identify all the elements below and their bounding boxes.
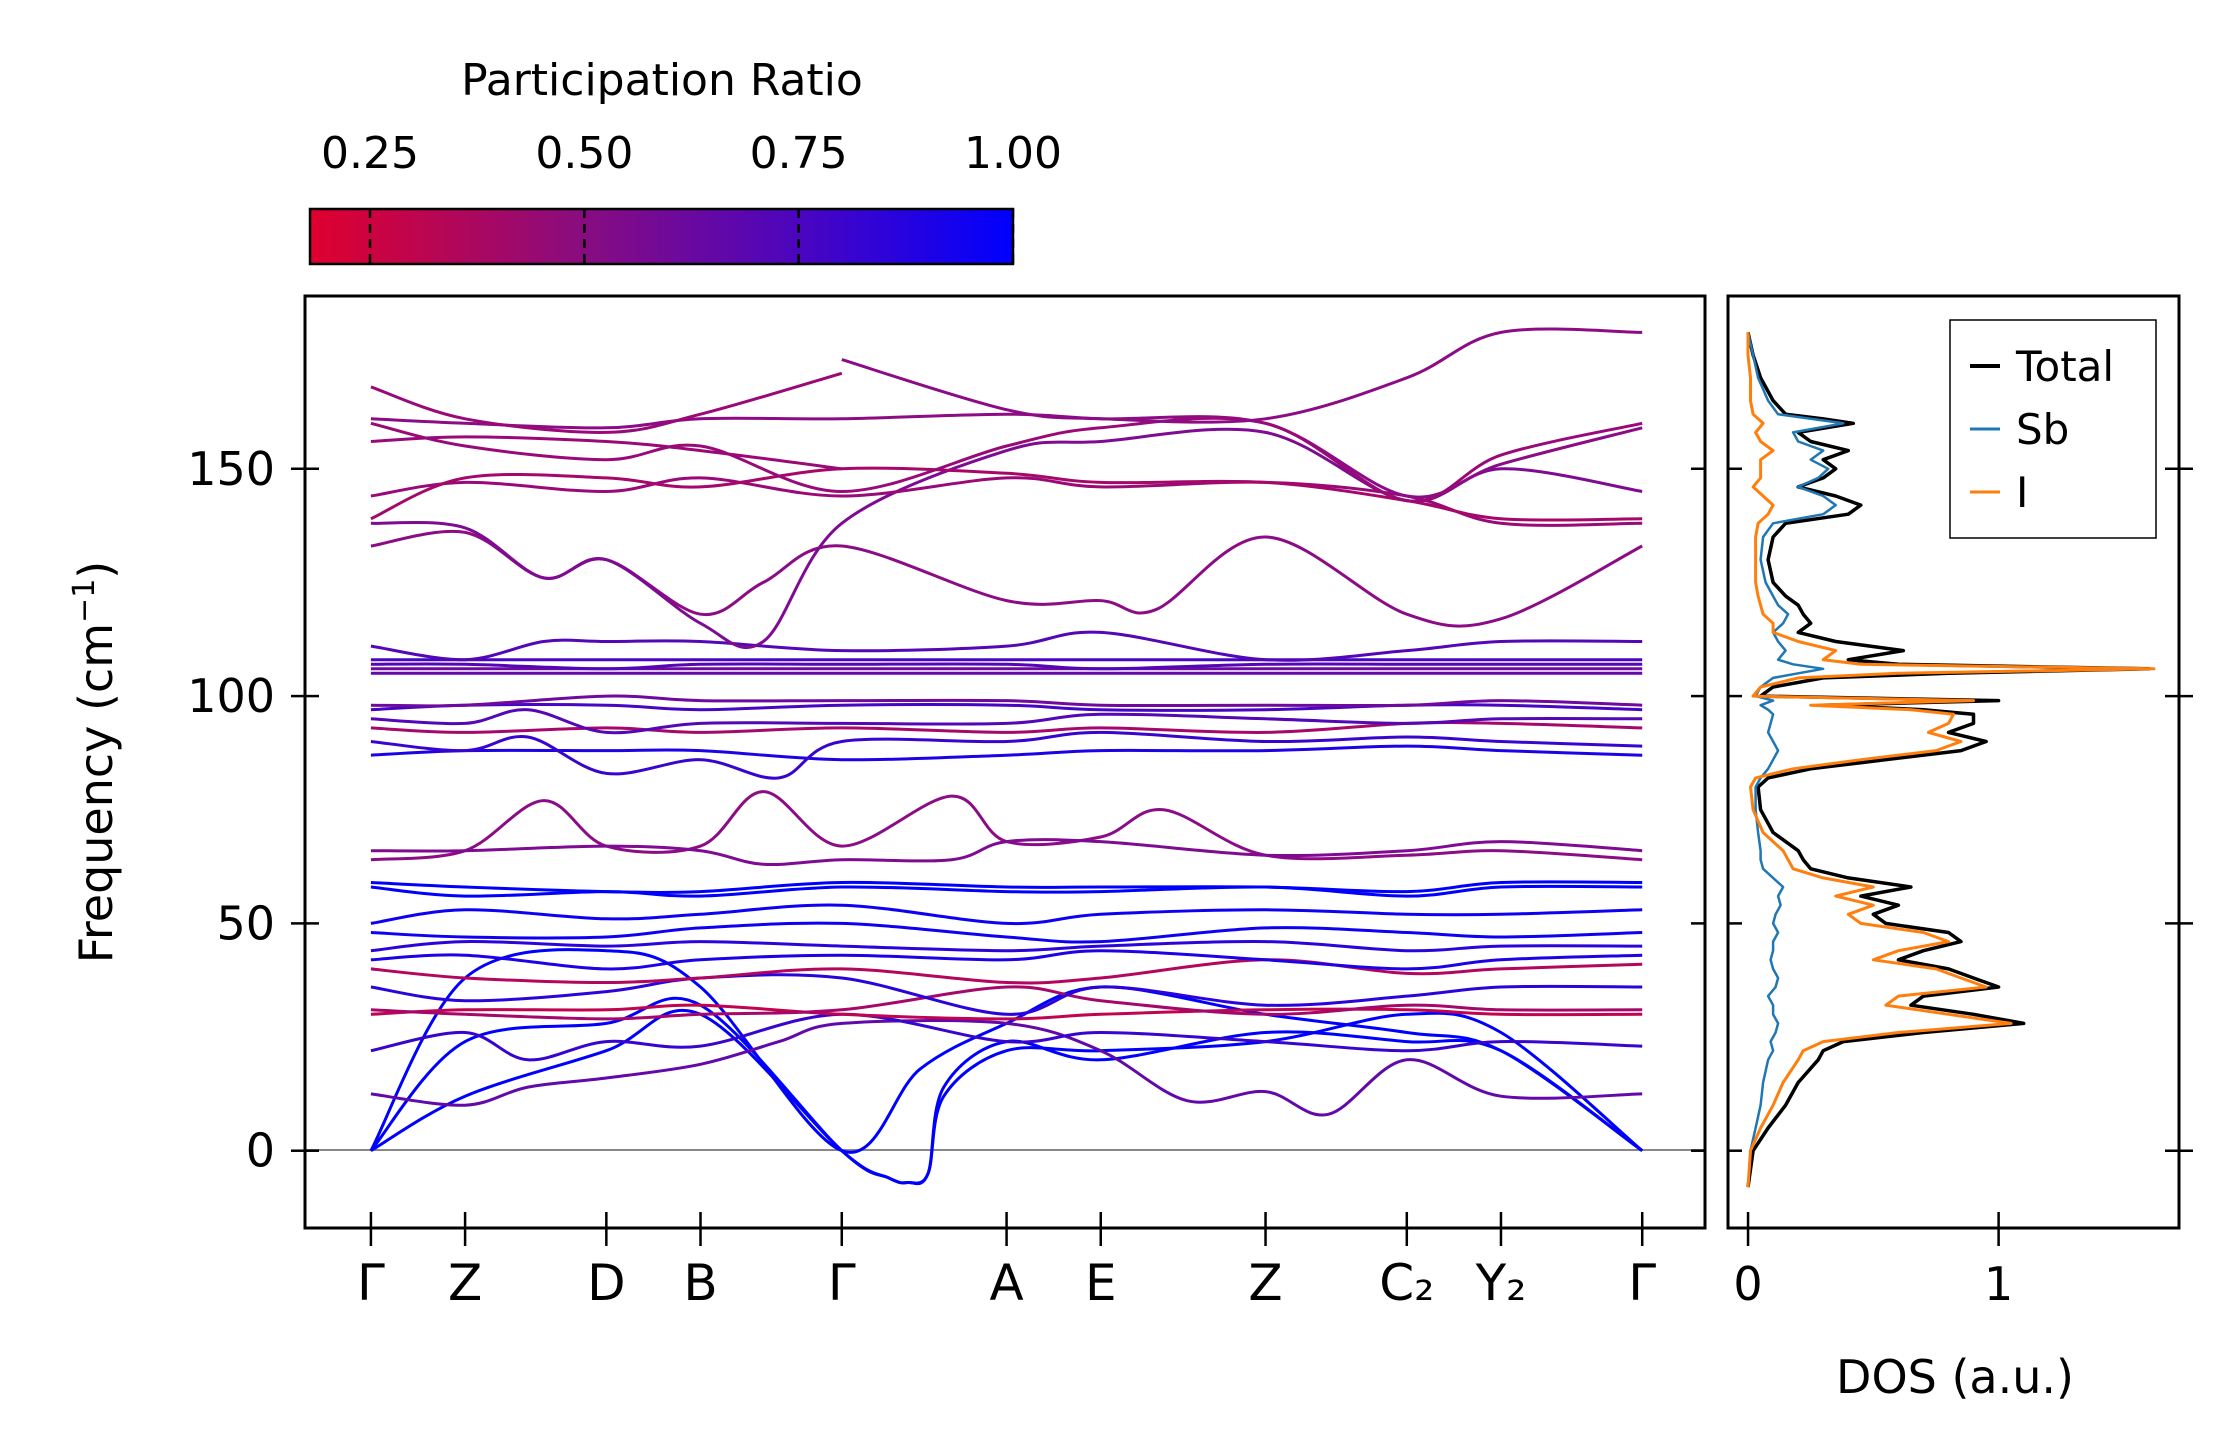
phonon-bands [369,327,1644,1186]
band-axes: 0 50 100 150 Γ Z D B Γ A E Z C₂ Y₂ Γ [187,442,1705,1312]
k-point-label: Y₂ [1475,1254,1527,1312]
band-upper-7 [370,416,1643,503]
dos-legend: Total Sb I [1949,319,2157,539]
band-structure-panel: 0 50 100 150 Γ Z D B Γ A E Z C₂ Y₂ Γ Frequency (cm−1) [67,294,1707,1312]
band-low-opt-5 [370,973,1643,1016]
band-low-opt-6 [370,958,1643,985]
band-high-9 [370,662,1643,671]
k-point-label: B [683,1254,717,1312]
colorbar-tick-label: 0.50 [535,128,633,179]
dos-x-tick-label: 1 [1984,1257,2013,1311]
band-low-opt-9 [370,921,1643,944]
k-point-label: Z [1248,1254,1282,1312]
band-upper-1 [370,529,1643,628]
colorbar-tick-label: 1.00 [964,128,1062,179]
band-mid-1 [370,790,1643,862]
dos-plot-frame [1726,294,2181,1230]
dos-curves [1746,332,2156,1188]
legend-sb-label: Sb [2016,405,2069,454]
y-tick-label: 0 [246,1124,275,1178]
band-upper-3 [370,476,1643,527]
dos-x-axis-label: DOS (a.u.) [1836,1350,2074,1404]
dos-x-tick-label: 0 [1733,1257,1762,1311]
band-high-4 [370,708,1643,735]
k-point-label: C₂ [1379,1254,1434,1312]
band-plot-frame [303,294,1707,1230]
colorbar: Participation Ratio 0.25 0.50 0.75 1.00 [308,55,1062,266]
band-low-opt-7 [370,949,1643,971]
band-upper-4 [370,466,1643,522]
colorbar-ticks: 0.25 0.50 0.75 1.00 [321,128,1062,264]
colorbar-tick-label: 0.75 [750,128,848,179]
band-low-opt-8 [370,939,1643,953]
band-low-opt-2 [370,1012,1643,1062]
band-upper-5 [370,435,842,471]
k-point-label: D [587,1254,626,1312]
band-high-1 [370,744,1643,762]
band-acoustic-2 [370,1008,1644,1186]
colorbar-gradient [308,207,1015,266]
band-low-opt-10 [370,903,1643,926]
y-tick-label: 150 [187,442,275,496]
k-point-label: Γ [1628,1254,1656,1312]
k-point-label: E [1085,1254,1117,1312]
band-low-opt-12 [370,880,1643,894]
band-acoustic-1 [369,996,1644,1185]
y-tick-label: 50 [216,896,275,950]
colorbar-tick-label: 0.25 [321,128,419,179]
band-upper-2 [370,427,1643,650]
band-upper-9 [841,327,1643,424]
colorbar-title: Participation Ratio [461,55,863,106]
band-low-opt-1 [370,1019,1643,1117]
band-high-2 [370,730,1643,780]
k-point-label: A [989,1254,1023,1312]
band-high-11 [370,630,1643,662]
legend-i-label: I [2016,468,2028,517]
dos-curve-sb [1746,332,1845,1188]
band-high-5 [370,703,1643,712]
k-point-label: Z [448,1254,482,1312]
band-low-opt-4 [370,985,1643,1021]
band-upper-8 [370,371,843,434]
y-tick-label: 100 [187,669,275,723]
k-point-label: Γ [828,1254,856,1312]
band-low-opt-3 [370,1003,1643,1021]
legend-total-label: Total [2015,342,2114,391]
band-high-6 [370,694,1643,708]
band-mid-2 [370,838,1643,867]
k-point-label: Γ [357,1254,385,1312]
dos-curve-i [1746,332,2156,1188]
band-acoustic-3 [369,948,1644,1154]
y-axis-label: Frequency (cm−1) [67,561,123,964]
